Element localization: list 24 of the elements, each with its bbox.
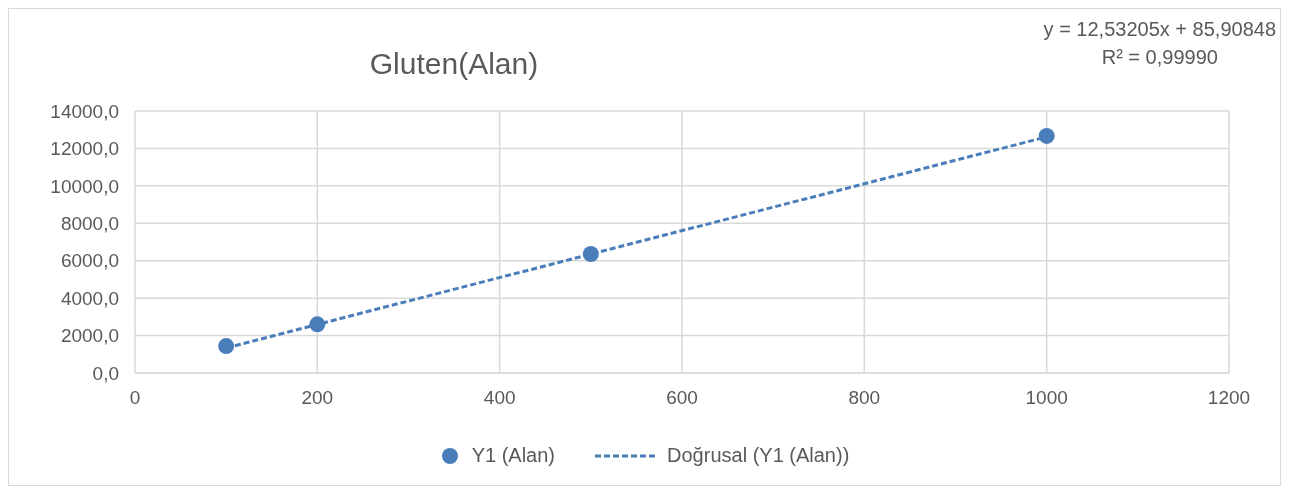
legend-label: Doğrusal (Y1 (Alan)): [667, 444, 850, 467]
x-tick-label: 800: [848, 387, 881, 409]
y-tick-label: 4000,0: [60, 287, 119, 309]
x-tick-label: 0: [129, 387, 141, 409]
text: y = 12,53205x + 85,90848: [1043, 17, 1276, 42]
x-tick-label: 1200: [1207, 387, 1251, 409]
x-tick-label: 400: [483, 387, 516, 409]
y-tick-label: 14000,0: [50, 100, 119, 122]
y-tick-label: 6000,0: [60, 250, 119, 272]
point: [1038, 127, 1055, 144]
point: [218, 338, 235, 355]
legend-label: Y1 (Alan): [471, 444, 556, 467]
text: R² = 0,99990: [1100, 45, 1219, 70]
y-tick-label: 2000,0: [60, 325, 119, 347]
x-tick-label: 200: [301, 387, 334, 409]
x-tick-label: 1000: [1025, 387, 1068, 409]
chart-title: Gluten(Alan): [368, 47, 540, 81]
y-tick-label: 12000,0: [50, 138, 119, 160]
x-tick-label: 600: [666, 387, 698, 409]
y-tick-label: 8000,0: [60, 213, 119, 235]
y-tick-label: 10000,0: [50, 175, 119, 197]
y-tick-label: 0,0: [92, 362, 119, 384]
point: [309, 316, 326, 333]
point: [582, 245, 599, 262]
